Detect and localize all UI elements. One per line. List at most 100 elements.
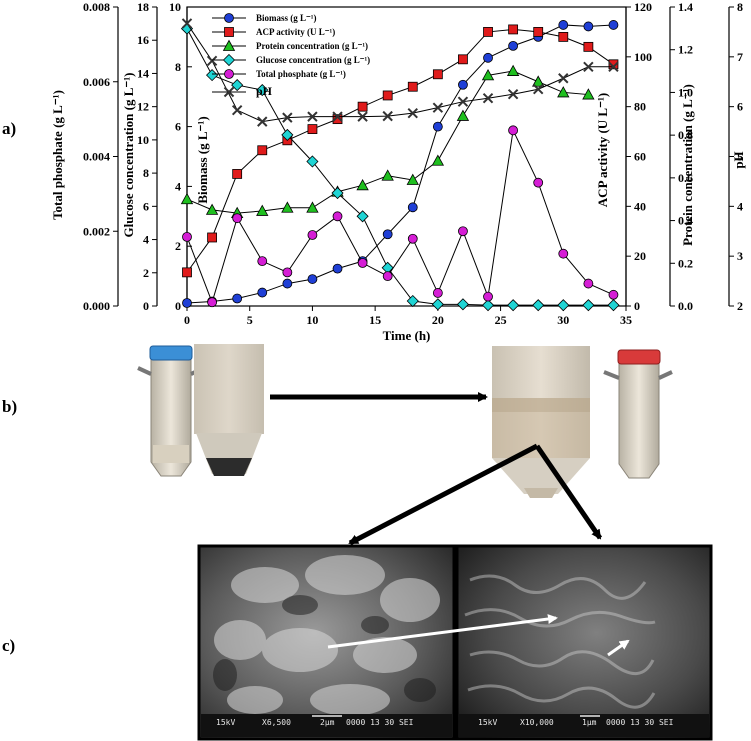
point-acp-11 [458, 54, 468, 65]
ph-tick-label-2: 4 [737, 199, 743, 213]
acp-axis-title: ACP activity (U L⁻¹) [595, 93, 610, 207]
point-glucose-15 [557, 299, 570, 312]
acp-tick-label-2: 40 [634, 199, 646, 213]
point-biomass-13 [508, 40, 519, 51]
point-ph-3 [257, 116, 268, 127]
glucose-tick-label-3: 6 [143, 199, 149, 213]
legend-label-ph: pH [256, 84, 273, 98]
point-biomass-3 [257, 287, 268, 298]
point-protein-5 [306, 201, 319, 213]
sem-left-kv: 15kV [216, 718, 235, 727]
glucose-tick-label-2: 4 [143, 233, 149, 247]
acp-tick-label-0: 0 [634, 299, 640, 313]
point-acp-17 [608, 59, 619, 70]
point-glucose-14 [532, 299, 545, 312]
point-phosphate-6 [332, 211, 343, 222]
x-tick-label-6: 30 [557, 313, 569, 327]
legend-marker-phosphate [224, 69, 234, 79]
point-acp-16 [583, 41, 594, 52]
biomass-tick-label-5: 10 [169, 0, 181, 14]
point-glucose-9 [406, 294, 419, 308]
point-ph-1 [206, 55, 218, 67]
ph-tick-label-3: 5 [737, 150, 743, 164]
point-acp-14 [533, 27, 544, 37]
panel-label-b: b) [2, 397, 17, 416]
tube-photo-final [603, 349, 673, 479]
point-glucose-7 [356, 210, 369, 223]
point-biomass-2 [232, 293, 243, 304]
sem-left-scale: 2µm [320, 718, 335, 727]
series-line-acp [186, 28, 614, 273]
point-phosphate-0 [182, 231, 192, 242]
point-protein-11 [456, 109, 470, 121]
sem-right-magnification: X10,000 [520, 718, 554, 727]
point-glucose-11 [456, 298, 470, 311]
point-phosphate-15 [558, 248, 569, 259]
point-biomass-5 [307, 274, 318, 284]
point-biomass-6 [332, 263, 343, 274]
panel-label-a: a) [2, 119, 16, 138]
biomass-axis-title: Biomass (g L⁻¹) [195, 116, 210, 203]
biomass-tick-label-2: 4 [175, 179, 181, 193]
acp-tick-label-5: 100 [634, 50, 652, 64]
point-glucose-13 [507, 299, 520, 312]
sem-right-info: 0000 13 30 SEI [606, 718, 674, 727]
point-phosphate-4 [282, 267, 293, 278]
ph-axis-title: pH [731, 151, 746, 168]
point-acp-2 [232, 169, 243, 179]
point-biomass-15 [558, 20, 569, 30]
point-glucose-10 [431, 298, 444, 311]
point-ph-7 [357, 111, 368, 122]
point-acp-0 [182, 267, 192, 278]
legend-marker-glucose [222, 53, 236, 67]
glucose-tick-label-5: 10 [137, 133, 149, 147]
series-line-phosphate [186, 128, 614, 304]
point-ph-15 [558, 73, 569, 84]
phosphate-tick-label-0: 0.000 [83, 299, 110, 313]
glucose-tick-label-1: 2 [143, 266, 149, 280]
sem-left-magnification: X6,500 [262, 718, 291, 727]
sem-image-left: 15kV X6,500 2µm 0000 13 30 SEI [197, 544, 456, 741]
point-phosphate-11 [458, 226, 468, 237]
point-glucose-4 [281, 128, 294, 141]
sem-left-info: 0000 13 30 SEI [346, 718, 414, 727]
protein-tick-label-4: 0.8 [678, 128, 693, 142]
point-phosphate-8 [382, 271, 393, 282]
x-tick-label-3: 15 [369, 313, 381, 327]
point-protein-15 [557, 86, 570, 98]
phosphate-axis-title: Total phosphate (g L⁻¹) [50, 90, 65, 220]
point-glucose-17 [607, 299, 620, 312]
ph-tick-label-4: 6 [737, 100, 743, 114]
point-protein-10 [431, 154, 445, 166]
acp-tick-label-6: 120 [634, 0, 652, 14]
point-acp-7 [357, 101, 368, 112]
biomass-tick-label-1: 2 [175, 239, 181, 253]
phosphate-tick-label-4: 0.008 [83, 0, 110, 14]
x-tick-label-7: 35 [620, 313, 632, 327]
arrow-to-sem-right [534, 444, 603, 540]
point-biomass-16 [583, 21, 594, 32]
arrow-to-sem-left [348, 443, 539, 546]
protein-tick-label-0: 0.0 [678, 299, 693, 313]
legend-marker-ph [223, 86, 235, 98]
point-ph-13 [507, 89, 519, 100]
point-protein-13 [506, 64, 520, 76]
point-phosphate-9 [407, 233, 418, 244]
series-line-biomass [186, 24, 614, 304]
point-acp-15 [558, 32, 569, 42]
point-acp-13 [508, 24, 519, 35]
point-acp-6 [332, 114, 343, 125]
point-glucose-16 [582, 299, 595, 312]
x-tick-label-4: 20 [432, 313, 444, 327]
point-glucose-2 [231, 79, 244, 92]
biomass-tick-label-4: 8 [175, 60, 181, 74]
protein-tick-label-5: 1.0 [678, 85, 693, 99]
point-ph-17 [608, 61, 619, 73]
point-phosphate-3 [257, 256, 268, 267]
point-ph-2 [231, 104, 243, 116]
point-glucose-5 [306, 155, 319, 168]
legend-label-biomass: Biomass (g L⁻¹) [256, 13, 316, 23]
point-phosphate-10 [432, 288, 443, 298]
